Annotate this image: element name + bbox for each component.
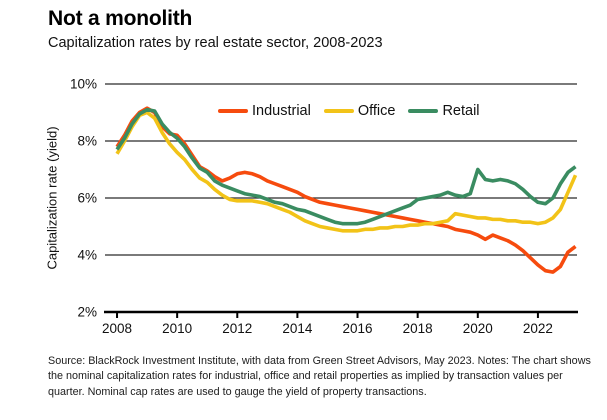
x-tick-label: 2022 [523,321,553,336]
legend-item-industrial: Industrial [218,103,311,119]
cap-rate-line-chart: 2% 4% 6% 8% 10% 2008 2010 2012 2014 2016 2018 2020 2… [70,77,578,336]
series-line-retail [115,107,577,226]
x-tick-label: 2020 [463,321,493,336]
source-note: Source: BlackRock Investment Institute, … [48,355,591,398]
series-line-office [115,110,578,233]
industrial-line-swatch [218,108,248,114]
x-tick-label: 2014 [282,321,313,336]
chart-header: Not a monolith Capitalization rates by r… [48,6,383,51]
x-tick-label: 2016 [343,321,373,336]
y-tick-label: 2% [77,305,97,320]
legend-label-industrial: Industrial [252,103,311,119]
office-line-swatch [323,108,354,114]
y-tick-label: 10% [70,77,97,92]
x-tick-label: 2008 [102,321,132,336]
x-tick-label: 2018 [403,321,433,336]
legend-label-retail: Retail [442,103,480,119]
retail-line-swatch [408,108,439,114]
x-tick-label: 2012 [222,321,252,336]
y-tick-label: 6% [77,191,97,206]
y-tick-label: 8% [77,134,97,149]
legend-item-retail: Retail [408,103,480,119]
legend-item-office: Office [323,103,396,119]
chart-legend: Industrial Office Retail [218,103,480,119]
legend-label-office: Office [357,103,396,119]
x-tick-label: 2010 [162,321,192,336]
chart-subtitle: Capitalization rates by real estate sect… [48,35,383,52]
series-line-industrial [115,106,577,274]
y-tick-label: 4% [77,248,97,263]
chart-title: Not a monolith [48,7,193,30]
